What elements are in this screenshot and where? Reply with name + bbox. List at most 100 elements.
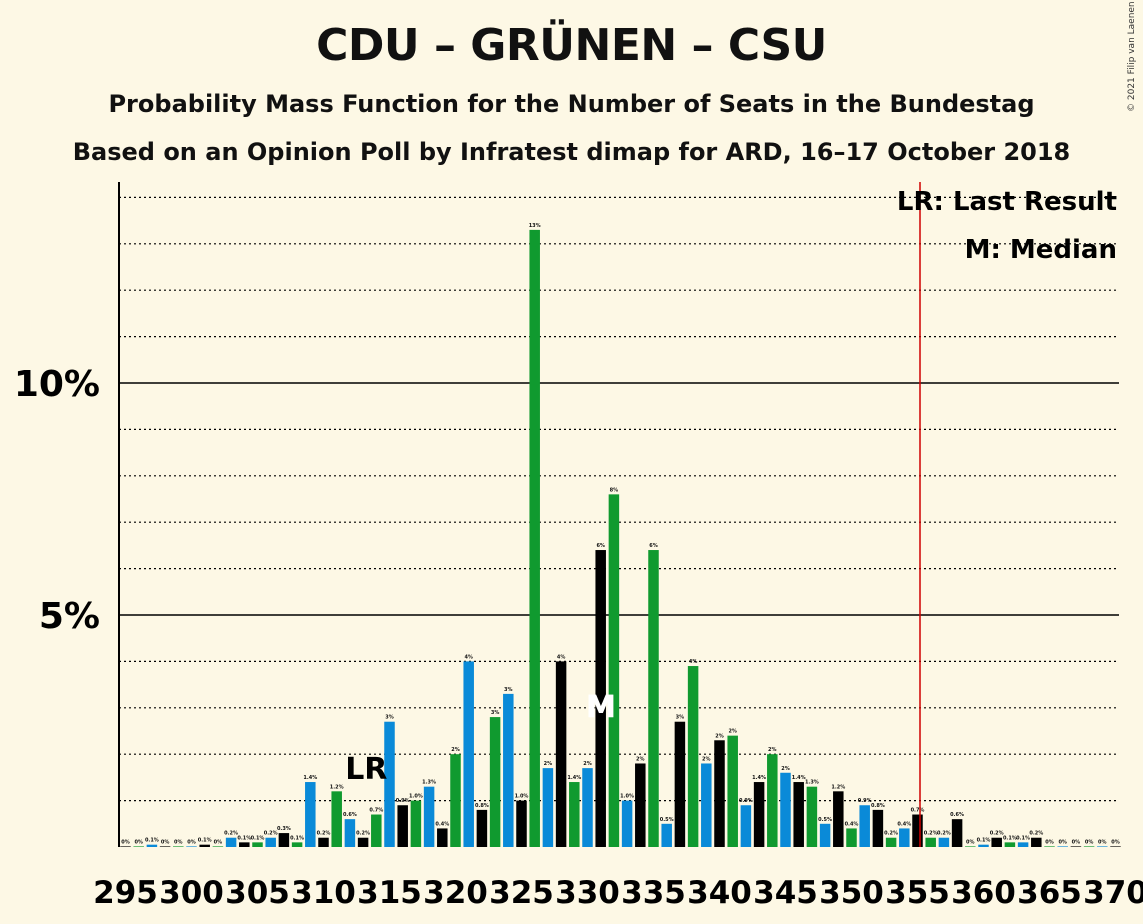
bar-value-label: 0.8% xyxy=(475,803,489,809)
x-tick-label: 345 xyxy=(753,875,818,911)
y-tick-label: 5% xyxy=(39,596,100,637)
x-tick-label: 355 xyxy=(885,875,950,911)
bar-value-label: 0.1% xyxy=(145,838,159,844)
bar-seat-346 xyxy=(793,782,804,847)
bar-value-label: 1.0% xyxy=(409,794,423,800)
bar-seat-325 xyxy=(516,800,527,847)
bar-seat-326 xyxy=(529,229,540,847)
bar-seat-309 xyxy=(305,782,316,847)
bar-seat-296 xyxy=(133,846,144,847)
x-tick-label: 335 xyxy=(621,875,686,911)
bar-value-label: 0.5% xyxy=(660,817,674,823)
bar-seat-322 xyxy=(476,809,488,847)
bar-value-label: 0% xyxy=(1085,839,1094,845)
bar-seat-341 xyxy=(727,735,738,847)
bar-value-label: 0.2% xyxy=(356,831,370,837)
bar-seat-331 xyxy=(595,550,606,847)
bar-seat-295 xyxy=(120,846,131,847)
x-tick-label: 340 xyxy=(687,875,752,911)
x-tick-label: 295 xyxy=(93,875,158,911)
bar-value-label: 0% xyxy=(1045,839,1054,845)
bar-seat-336 xyxy=(661,823,672,847)
bar-value-label: 0% xyxy=(966,839,975,845)
bar-value-label: 0.1% xyxy=(237,835,251,841)
legend-median: M: Median xyxy=(965,235,1117,265)
x-tick-label: 365 xyxy=(1017,875,1082,911)
bar-seat-319 xyxy=(437,828,448,847)
bar-value-label: 1.3% xyxy=(805,780,819,786)
bar-seat-361 xyxy=(991,837,1002,847)
bar-value-label: 0.2% xyxy=(1029,831,1043,837)
bar-seat-320 xyxy=(450,754,461,847)
bar-value-label: 0.9% xyxy=(396,798,410,804)
bar-seat-329 xyxy=(569,782,580,847)
bar-seat-347 xyxy=(806,786,818,847)
bar-seat-304 xyxy=(239,842,250,847)
bar-value-label: 3% xyxy=(491,710,500,716)
bar-seat-314 xyxy=(371,814,382,847)
bar-seat-298 xyxy=(159,846,171,847)
bar-value-label: 2% xyxy=(768,747,777,753)
x-tick-label: 305 xyxy=(225,875,290,911)
bar-value-label: 0% xyxy=(1058,839,1067,845)
bar-seat-311 xyxy=(331,791,342,847)
bar-value-label: 0.7% xyxy=(369,808,383,814)
bar-value-label: 0% xyxy=(174,839,183,845)
chart-title: CDU – GRÜNEN – CSU xyxy=(316,20,827,71)
bar-seat-312 xyxy=(344,819,356,847)
bar-value-label: 2% xyxy=(702,756,711,762)
bar-seat-359 xyxy=(965,846,976,847)
bar-seat-360 xyxy=(978,844,989,847)
bar-seat-308 xyxy=(291,842,303,847)
bar-value-label: 6% xyxy=(596,543,605,549)
x-tick-label: 325 xyxy=(489,875,554,911)
last-result-marker: LR xyxy=(345,752,387,787)
bar-seat-316 xyxy=(397,805,408,847)
x-tick-label: 370 xyxy=(1083,875,1143,911)
bar-value-label: 0.2% xyxy=(264,831,278,837)
bar-seat-323 xyxy=(489,717,501,847)
bar-value-label: 2% xyxy=(715,733,724,739)
bar-seat-337 xyxy=(674,721,686,847)
bar-seat-366 xyxy=(1057,846,1068,847)
bar-seat-340 xyxy=(714,740,725,847)
bar-seat-351 xyxy=(859,805,870,847)
bar-value-label: 2% xyxy=(583,761,592,767)
bar-seat-352 xyxy=(872,809,884,847)
median-marker: M xyxy=(586,690,616,725)
bar-value-label: 1.0% xyxy=(620,794,634,800)
bar-value-label: 0% xyxy=(121,839,130,845)
bar-value-label: 0.8% xyxy=(871,803,885,809)
chart-subtitle: Probability Mass Function for the Number… xyxy=(108,90,1035,118)
bar-seat-342 xyxy=(740,805,752,847)
bar-value-label: 0.2% xyxy=(884,831,898,837)
bar-seat-330 xyxy=(582,768,593,847)
bar-seat-299 xyxy=(173,846,184,847)
bar-value-label: 3% xyxy=(676,715,685,721)
bar-value-label: 2% xyxy=(544,761,553,767)
bar-seat-343 xyxy=(753,782,765,847)
bar-value-label: 0.4% xyxy=(435,821,449,827)
bar-seat-348 xyxy=(819,823,831,847)
bar-seat-358 xyxy=(951,819,963,847)
bar-value-label: 0.2% xyxy=(924,831,938,837)
bar-seat-355 xyxy=(912,814,923,847)
bar-seat-335 xyxy=(648,550,659,847)
bar-value-label: 2% xyxy=(781,766,790,772)
bar-value-label: 0.4% xyxy=(897,821,911,827)
bar-value-label: 4% xyxy=(557,654,566,660)
bar-value-label: 0% xyxy=(1111,839,1120,845)
bar-value-label: 6% xyxy=(649,543,658,549)
bar-value-label: 1.4% xyxy=(792,775,806,781)
bar-value-label: 1.4% xyxy=(567,775,581,781)
bar-seat-367 xyxy=(1070,846,1082,847)
bar-seat-350 xyxy=(846,828,857,847)
bar-value-label: 4% xyxy=(464,654,473,660)
bar-value-label: 0.6% xyxy=(343,812,357,818)
legend-last-result: LR: Last Result xyxy=(897,187,1117,217)
bar-value-label: 0.3% xyxy=(277,826,291,832)
bar-seat-315 xyxy=(384,721,395,847)
bar-value-label: 1.2% xyxy=(330,784,344,790)
bar-seat-321 xyxy=(463,661,474,847)
